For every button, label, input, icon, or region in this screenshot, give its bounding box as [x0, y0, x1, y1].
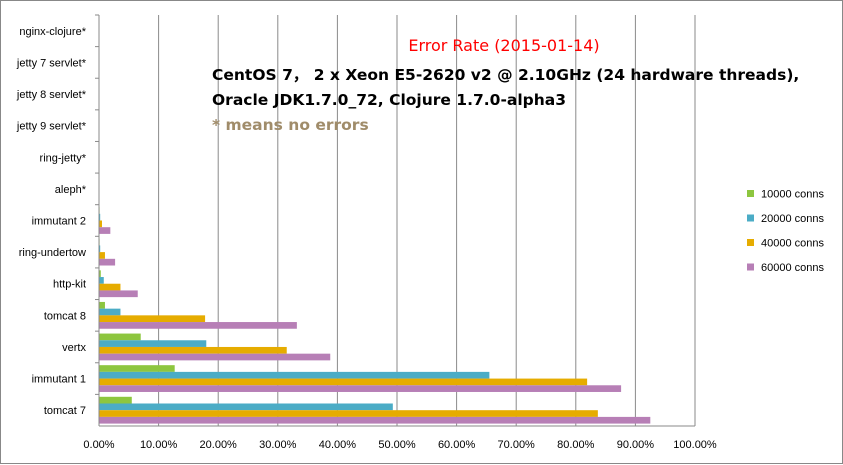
x-tick-label: 40.00%	[319, 439, 357, 451]
legend-swatch	[747, 263, 754, 271]
bar-60000-conns	[99, 258, 116, 266]
legend-label: 20000 conns	[761, 213, 824, 225]
category-label: http-kit	[53, 279, 86, 291]
bar-20000-conns	[99, 245, 101, 253]
bar-40000-conns	[99, 346, 287, 354]
bar-60000-conns	[99, 353, 331, 361]
category-label: ring-jetty*	[40, 152, 87, 164]
bar-10000-conns	[99, 333, 141, 341]
bar-60000-conns	[99, 385, 622, 392]
axes	[95, 14, 695, 427]
bar-40000-conns	[99, 220, 102, 228]
legend-swatch	[747, 239, 754, 246]
chart-subtitle-line-1: CentOS 7， 2 x Xeon E5-2620 v2 @ 2.10GHz …	[212, 66, 799, 84]
bar-60000-conns	[99, 416, 651, 424]
bar-10000-conns	[99, 301, 105, 309]
x-tick-label: 10.00%	[140, 439, 178, 451]
x-tick-label: 70.00%	[498, 439, 536, 451]
bar-40000-conns	[99, 252, 105, 259]
bar-10000-conns	[99, 270, 101, 278]
category-label: jetty 7 servlet*	[16, 57, 87, 69]
legend-label: 40000 conns	[761, 238, 824, 250]
bar-40000-conns	[99, 283, 121, 291]
bar-20000-conns	[99, 213, 101, 221]
category-label: ring-undertow	[19, 247, 86, 259]
category-label: jetty 9 servlet*	[16, 121, 87, 133]
category-label: immutant 2	[32, 216, 86, 228]
legend-swatch	[747, 190, 754, 197]
x-tick-labels: 0.00% 10.00% 20.00% 30.00% 40.00% 50.00% 60.00…	[83, 439, 717, 451]
category-label: tomcat 8	[44, 310, 86, 322]
bar-10000-conns	[99, 365, 175, 372]
legend: 10000 conns 20000 conns 40000 conns 60000 c…	[747, 189, 824, 274]
chart-note: * means no errors	[212, 116, 369, 134]
chart-subtitle-line-2: Oracle JDK1.7.0_72, Clojure 1.7.0-alpha3	[212, 91, 566, 109]
legend-label: 60000 conns	[761, 262, 824, 274]
category-label: tomcat 7	[44, 405, 86, 417]
x-tick-label: 20.00%	[200, 439, 238, 451]
x-tick-label: 50.00%	[378, 439, 416, 451]
chart-title: Error Rate (2015-01-14)	[408, 36, 599, 55]
legend-swatch	[747, 214, 754, 222]
title-block: Error Rate (2015-01-14) CentOS 7， 2 x Xe…	[212, 36, 799, 134]
bar-40000-conns	[99, 410, 598, 417]
x-tick-label: 100.00%	[673, 439, 717, 451]
grid-lines	[158, 15, 696, 426]
bar-60000-conns	[99, 227, 111, 234]
category-label: nginx-clojure*	[19, 26, 86, 38]
legend-label: 10000 conns	[761, 189, 824, 201]
category-label: aleph*	[55, 184, 87, 196]
bar-60000-conns	[99, 290, 138, 298]
bar-20000-conns	[99, 340, 207, 347]
bar-20000-conns	[99, 403, 393, 411]
category-label: jetty 8 servlet*	[16, 89, 87, 101]
bar-60000-conns	[99, 322, 297, 329]
bar-20000-conns	[99, 371, 490, 379]
bar-20000-conns	[99, 277, 104, 284]
bar-20000-conns	[99, 308, 121, 316]
x-tick-label: 0.00%	[83, 439, 114, 451]
bars	[99, 207, 651, 424]
bar-40000-conns	[99, 378, 588, 386]
bar-40000-conns	[99, 315, 206, 323]
x-tick-label: 30.00%	[259, 439, 297, 451]
x-tick-label: 90.00%	[617, 439, 655, 451]
bar-10000-conns	[99, 396, 132, 404]
category-labels: nginx-clojure* jetty 7 servlet* jetty 8 se…	[16, 26, 87, 417]
category-label: vertx	[62, 342, 86, 354]
x-tick-label: 80.00%	[557, 439, 595, 451]
category-label: immutant 1	[32, 374, 86, 386]
x-tick-label: 60.00%	[438, 439, 476, 451]
